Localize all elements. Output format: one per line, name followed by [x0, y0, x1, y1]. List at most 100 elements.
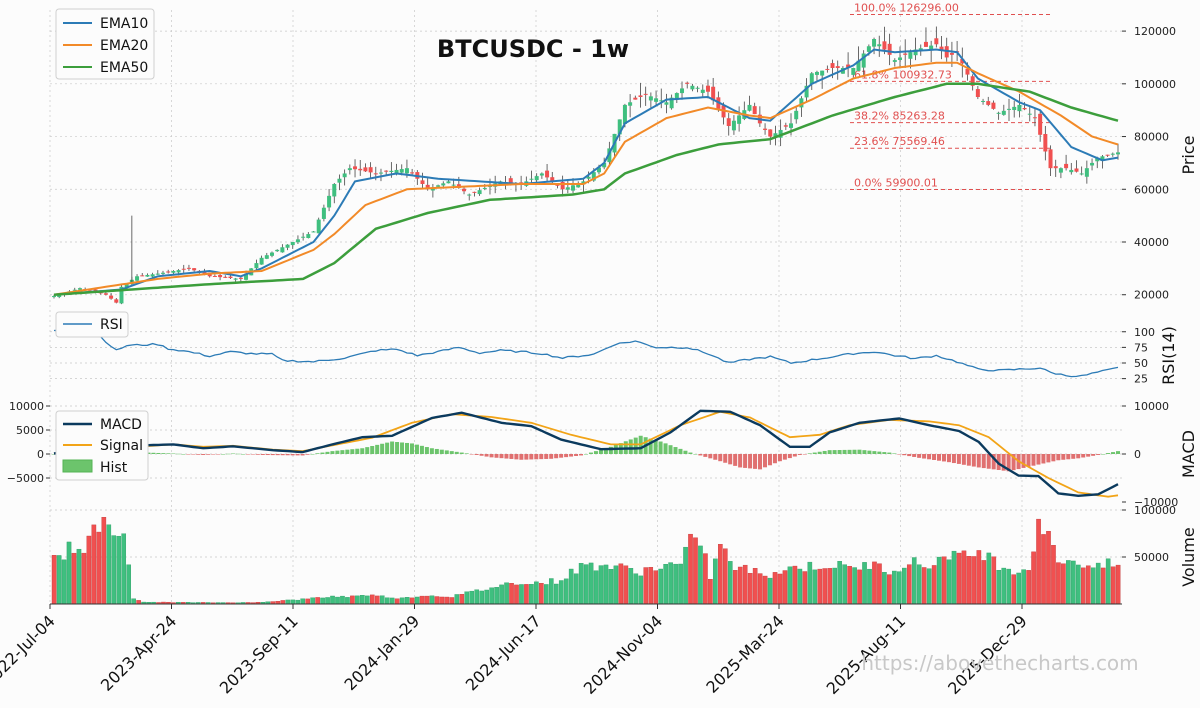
volume-bar [931, 565, 937, 605]
hist-bar [792, 454, 797, 457]
hist-bar [887, 452, 892, 454]
candle-body [109, 295, 114, 299]
hist-bar [787, 454, 792, 459]
volume-bar [936, 556, 942, 605]
price-legend: EMA10 EMA20 EMA50 [55, 8, 155, 80]
volume-bar [399, 597, 405, 605]
volume-bar [628, 568, 634, 605]
candle-body [192, 268, 197, 271]
candle-body [1007, 108, 1012, 110]
grid-lines [49, 10, 1122, 604]
volume-bar [678, 563, 683, 605]
volume-bar [1041, 534, 1046, 605]
volume-bar [340, 595, 345, 605]
hist-bar [767, 454, 772, 466]
hist-bar [633, 437, 638, 454]
hist-bar [897, 454, 902, 455]
hist-bar [882, 452, 887, 454]
volume-bar [345, 597, 350, 605]
candle-body [52, 296, 56, 298]
candle-body [238, 277, 243, 279]
x-tick-label: 2023-Apr-24 [97, 611, 180, 694]
hist-bar [370, 446, 375, 454]
volume-bar [991, 556, 997, 605]
hist-bar [693, 454, 698, 455]
candle-body [1116, 152, 1120, 155]
hist-bar [762, 454, 767, 468]
hist-bar [598, 449, 603, 454]
volume-bar [832, 567, 837, 605]
candle-body [269, 252, 274, 256]
hist-bar [489, 454, 494, 458]
candle-body [384, 170, 389, 172]
hist-bar [400, 442, 405, 454]
candle-body [1017, 104, 1022, 112]
volume-bar [285, 599, 291, 605]
candle-body [1022, 107, 1027, 110]
volume-bar [872, 561, 877, 605]
volume-bar [986, 552, 992, 605]
hist-bar [1056, 454, 1061, 461]
hist-bar [852, 449, 857, 454]
volume-bar [812, 569, 818, 605]
volume-bar [449, 597, 455, 605]
volume-bar [693, 537, 698, 605]
volume-bar [1006, 568, 1012, 605]
candle-body [882, 41, 887, 50]
candle-body [752, 106, 757, 115]
candle-body [1053, 166, 1058, 169]
volume-bar [623, 565, 629, 605]
hist-bar [932, 454, 937, 460]
hist-bar [176, 453, 181, 455]
volume-bar [732, 570, 738, 605]
candle-body [576, 183, 581, 188]
macd-right-tick-label: 0 [1134, 448, 1141, 461]
candle-body [975, 89, 980, 97]
volume-bar [633, 573, 639, 605]
volume-bar [956, 552, 962, 605]
volume-bar [742, 564, 748, 605]
hist-bar [718, 454, 723, 462]
hist-bar [315, 453, 320, 454]
volume-bar [519, 584, 524, 605]
candle-body [898, 57, 903, 61]
volume-bar [996, 569, 1002, 605]
hist-bar [235, 453, 240, 455]
candle-body [436, 185, 441, 187]
hist-bar [464, 453, 469, 454]
volume-bar [136, 600, 141, 605]
volume-bar [290, 599, 296, 605]
candle-body [643, 93, 648, 95]
hist-bar [827, 450, 832, 454]
volume-bar [121, 533, 127, 605]
candle-body [1100, 156, 1105, 161]
candle-body [991, 102, 996, 109]
volume-bar [66, 541, 72, 605]
volume-bar [906, 564, 912, 605]
candle-body [648, 96, 653, 101]
volume-bar [365, 595, 370, 605]
volume-bar [350, 595, 355, 605]
hist-bar [260, 454, 265, 455]
hist-bar [917, 454, 922, 458]
hist-bar [733, 454, 738, 466]
hist-bar [310, 454, 315, 455]
volume-bar [504, 582, 509, 605]
hist-bar [927, 454, 932, 460]
hist-bar [658, 441, 663, 454]
hist-bar [365, 447, 370, 454]
volume-bar [842, 564, 847, 605]
candle-body [399, 169, 404, 173]
candle-body [425, 184, 430, 190]
hist-bar [201, 454, 206, 455]
hist-bar [245, 454, 250, 455]
volume-bar [51, 555, 57, 605]
macd-right-tick-label: −10000 [1134, 496, 1178, 509]
volume-bar [558, 580, 564, 605]
hist-bar [519, 454, 524, 460]
candle-body [560, 181, 565, 190]
candle-body [394, 169, 399, 174]
candle-body [908, 52, 913, 59]
hist-bar [698, 454, 703, 456]
volume-bar [892, 570, 897, 605]
